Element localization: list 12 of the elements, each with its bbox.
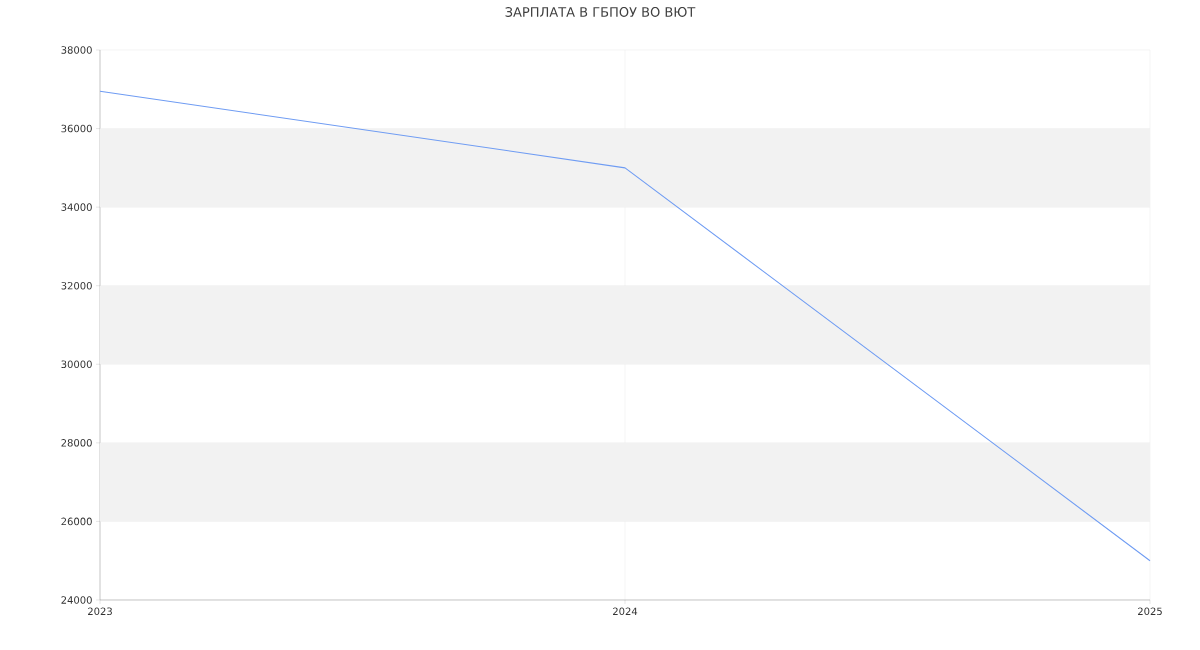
y-tick-label: 28000 xyxy=(61,439,92,447)
y-tick-label: 30000 xyxy=(61,360,92,369)
x-tick-label: 2023 xyxy=(88,607,112,616)
y-tick-label: 36000 xyxy=(61,124,92,133)
y-tick-label: 26000 xyxy=(61,517,92,526)
y-tick-label: 24000 xyxy=(61,596,92,604)
x-tick-label: 2025 xyxy=(1138,607,1162,616)
x-tick-label: 2024 xyxy=(613,607,638,616)
y-tick-label: 38000 xyxy=(61,46,92,54)
y-tick-label: 34000 xyxy=(61,203,92,211)
y-tick-label: 32000 xyxy=(61,281,92,290)
chart-title: ЗАРПЛАТА В ГБПОУ ВО ВЮТ xyxy=(505,7,696,17)
